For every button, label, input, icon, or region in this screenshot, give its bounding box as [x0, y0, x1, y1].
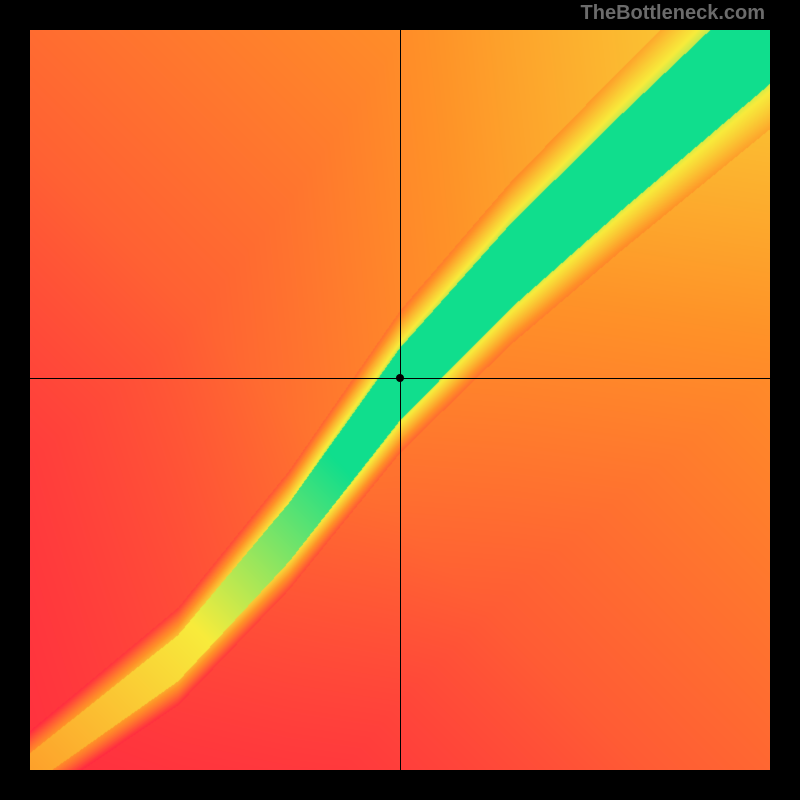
watermark-text: TheBottleneck.com	[581, 2, 765, 25]
crosshair-vertical	[400, 30, 401, 770]
plot-area	[30, 30, 770, 770]
marker-dot	[396, 374, 404, 382]
